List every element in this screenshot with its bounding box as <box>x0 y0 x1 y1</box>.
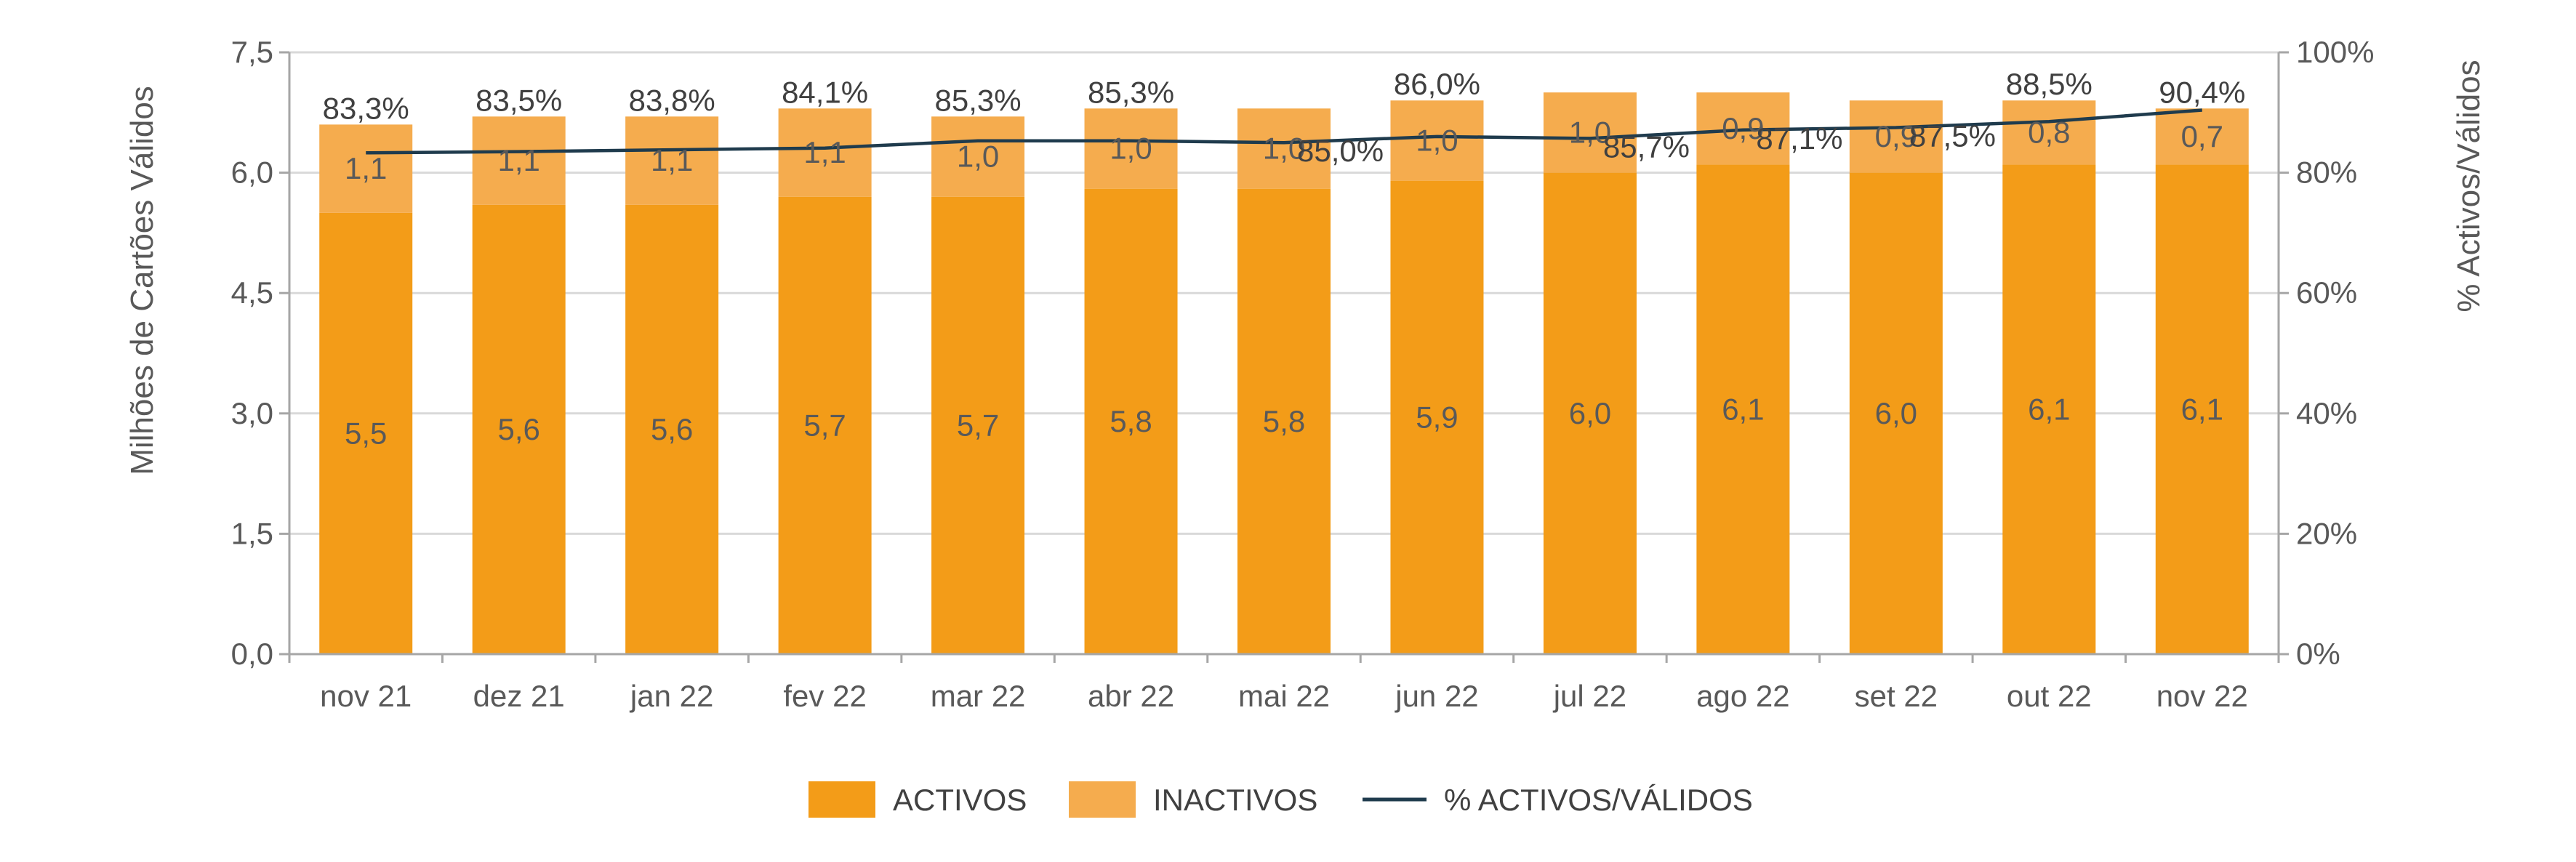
y-tick-label-right: 40% <box>2296 396 2357 430</box>
y-tick-label-right: 80% <box>2296 156 2357 190</box>
x-tick-label: nov 21 <box>320 679 412 713</box>
activos-value-label: 5,7 <box>803 408 846 442</box>
pct-value-label: 87,1% <box>1756 121 1842 156</box>
activos-value-label: 5,7 <box>957 408 999 442</box>
pct-value-label: 83,3% <box>323 91 409 125</box>
activos-value-label: 5,6 <box>651 412 693 446</box>
legend-label-activos: ACTIVOS <box>893 783 1027 817</box>
y-tick-label-right: 100% <box>2296 35 2374 69</box>
x-tick-label: ago 22 <box>1696 679 1789 713</box>
activos-value-label: 6,1 <box>2181 392 2223 426</box>
pct-value-label: 85,0% <box>1297 134 1384 168</box>
bars <box>319 92 2249 654</box>
legend: ACTIVOS INACTIVOS % ACTIVOS/VÁLIDOS <box>808 781 1753 818</box>
y-axis-title-left: Milhões de Cartões Válidos <box>124 86 160 475</box>
activos-value-label: 5,9 <box>1416 400 1458 434</box>
activos-value-label: 5,8 <box>1110 404 1152 438</box>
y-tick-label-right: 20% <box>2296 516 2357 550</box>
y-tick-label-left: 0,0 <box>231 637 273 671</box>
legend-label-inactivos: INACTIVOS <box>1153 783 1317 817</box>
inactivos-value-label: 1,1 <box>497 143 539 177</box>
x-tick-label: abr 22 <box>1088 679 1174 713</box>
pct-value-label: 88,5% <box>2006 67 2093 101</box>
x-tick-label: jul 22 <box>1552 679 1626 713</box>
activos-value-label: 6,0 <box>1569 396 1611 430</box>
inactivos-value-label: 0,8 <box>2028 115 2070 149</box>
x-tick-label: fev 22 <box>783 679 866 713</box>
pct-value-label: 87,5% <box>1909 119 1996 153</box>
legend-swatch-inactivos <box>1069 781 1136 818</box>
activos-value-label: 6,0 <box>1875 396 1917 430</box>
legend-label-pct: % ACTIVOS/VÁLIDOS <box>1444 783 1753 817</box>
pct-value-label: 85,3% <box>1088 75 1174 109</box>
y-axis-title-right: % Activos/Válidos <box>2451 60 2487 312</box>
y-tick-label-left: 7,5 <box>231 35 273 69</box>
activos-value-label: 6,1 <box>1722 392 1764 426</box>
inactivos-value-label: 0,7 <box>2181 119 2223 153</box>
x-tick-label: set 22 <box>1855 679 1938 713</box>
activos-value-label: 5,5 <box>345 416 387 450</box>
pct-value-label: 85,7% <box>1603 129 1690 164</box>
activos-value-label: 6,1 <box>2028 392 2070 426</box>
inactivos-value-label: 1,0 <box>957 140 999 174</box>
y-tick-label-left: 6,0 <box>231 156 273 190</box>
x-tick-label: out 22 <box>2007 679 2092 713</box>
y-tick-label-right: 0% <box>2296 637 2340 671</box>
activos-value-label: 5,8 <box>1263 404 1305 438</box>
pct-value-label: 85,3% <box>935 83 1022 117</box>
x-tick-label: nov 22 <box>2156 679 2248 713</box>
pct-value-label: 84,1% <box>782 75 868 109</box>
inactivos-value-label: 1,1 <box>803 135 846 169</box>
inactivos-value-label: 1,0 <box>1110 131 1152 165</box>
inactivos-value-label: 1,1 <box>345 151 387 185</box>
x-tick-label: mar 22 <box>931 679 1026 713</box>
pct-value-label: 83,8% <box>629 83 715 117</box>
activos-value-label: 5,6 <box>497 412 539 446</box>
y-tick-label-right: 60% <box>2296 275 2357 310</box>
y-tick-label-left: 1,5 <box>231 516 273 550</box>
x-tick-label: dez 21 <box>473 679 565 713</box>
x-tick-label: jun 22 <box>1394 679 1478 713</box>
x-tick-label: jan 22 <box>629 679 713 713</box>
inactivos-value-label: 1,1 <box>651 143 693 177</box>
inactivos-value-label: 1,0 <box>1416 123 1458 157</box>
y-tick-label-left: 4,5 <box>231 275 273 310</box>
pct-value-label: 83,5% <box>476 83 562 117</box>
y-tick-label-left: 3,0 <box>231 396 273 430</box>
pct-value-label: 90,4% <box>2159 75 2245 109</box>
pct-value-label: 86,0% <box>1394 67 1480 101</box>
x-tick-label: mai 22 <box>1238 679 1330 713</box>
legend-swatch-activos <box>808 781 875 818</box>
